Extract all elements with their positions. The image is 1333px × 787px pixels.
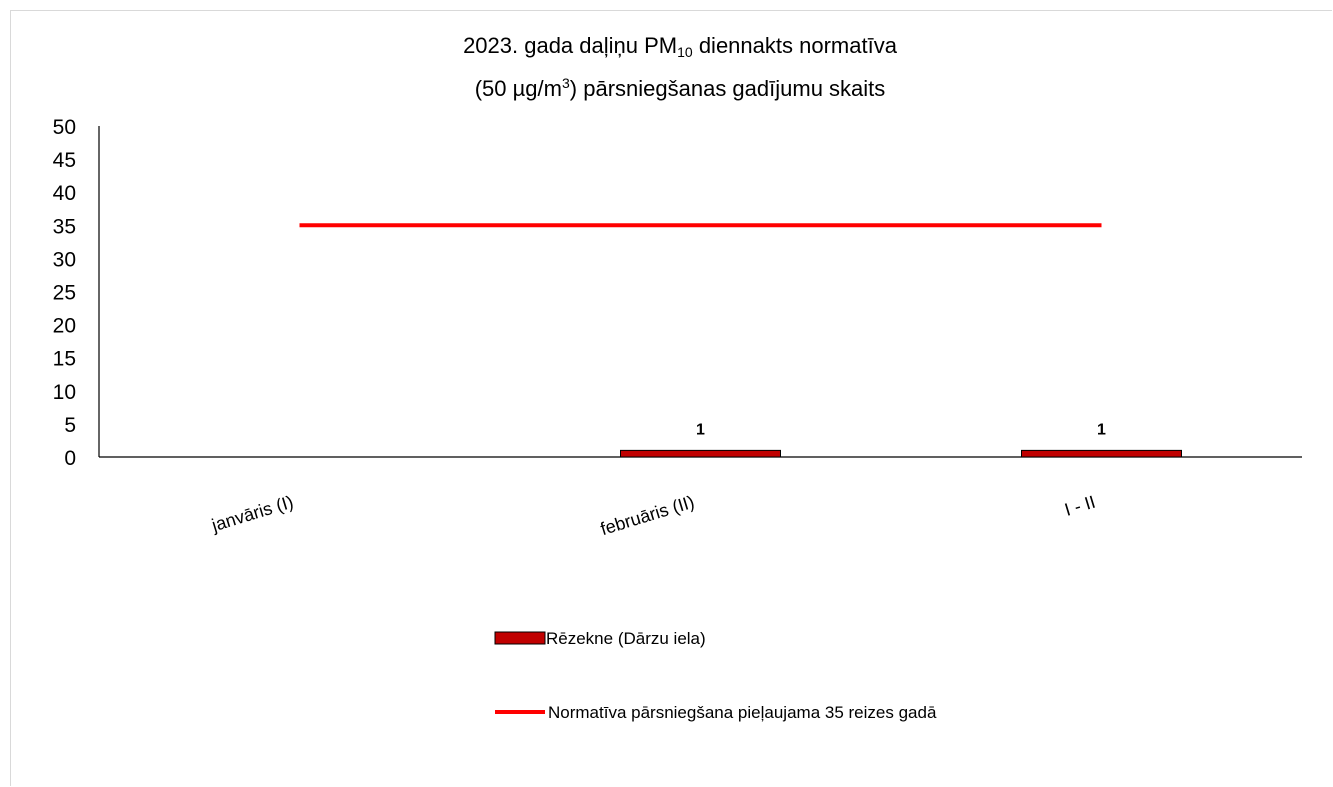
x-category-label: janvāris (I) [209, 492, 296, 536]
chart-title-line2: (50 µg/m3) pārsniegšanas gadījumu skaits [474, 75, 886, 101]
y-tick-label: 50 [53, 116, 76, 139]
y-tick-label: 0 [64, 447, 76, 470]
y-tick-label: 10 [53, 381, 76, 404]
y-tick-label: 35 [53, 215, 76, 238]
legend-line-label: Normatīva pārsniegšana pieļaujama 35 rei… [548, 703, 937, 722]
x-category-label: I - II [1062, 492, 1097, 520]
y-tick-label: 20 [53, 315, 76, 338]
bar [1021, 449, 1182, 458]
legend-bar-label: Rēzekne (Dārzu iela) [546, 629, 706, 648]
chart-title-line1: 2023. gada daļiņu PM10 diennakts normatī… [463, 33, 897, 60]
chart-frame [10, 10, 1332, 786]
y-tick-label: 45 [53, 149, 76, 172]
y-tick-label: 30 [53, 248, 76, 271]
y-tick-label: 40 [53, 182, 76, 205]
x-category-label: februāris (II) [598, 492, 697, 539]
bar-data-label: 1 [1097, 421, 1106, 438]
y-tick-label: 5 [64, 414, 76, 437]
bar [620, 449, 781, 458]
chart-title: 2023. gada daļiņu PM10 diennakts normatī… [330, 30, 1030, 104]
y-tick-label: 25 [53, 282, 76, 305]
y-tick-label: 15 [53, 348, 76, 371]
legend-bar-swatch [494, 631, 546, 645]
bar-data-label: 1 [696, 421, 705, 438]
